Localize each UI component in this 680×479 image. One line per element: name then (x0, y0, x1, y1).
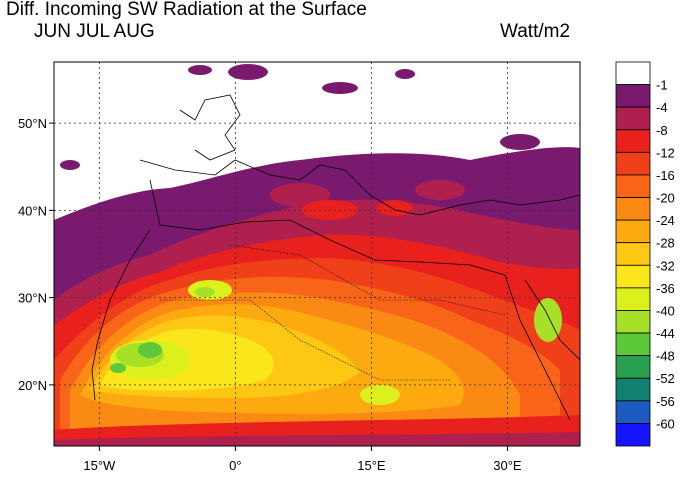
colorbar-label: -1 (656, 78, 668, 93)
colorbar-label: -44 (656, 326, 675, 341)
colorbar-box (615, 174, 651, 198)
colorbar-box (615, 84, 651, 108)
colorbar-label: -24 (656, 213, 675, 228)
colorbar-label: -48 (656, 349, 675, 364)
colorbar-box (615, 219, 651, 244)
lon-tick-label: 30°E (493, 458, 522, 473)
colorbar-label: -56 (656, 394, 675, 409)
colorbar-label: -36 (656, 281, 675, 296)
colorbar-label: -28 (656, 236, 675, 251)
colorbar-label: -8 (656, 123, 668, 138)
gridlines (54, 62, 580, 446)
lat-tick-label: 50°N (18, 116, 47, 131)
map-frame (53, 61, 581, 447)
colorbar-label: -52 (656, 371, 675, 386)
lon-tick-label: 15°W (83, 458, 116, 473)
lon-tick-label: 0° (229, 458, 241, 473)
season-label: JUN JUL AUG (34, 21, 155, 42)
map-title: Diff. Incoming SW Radiation at the Surfa… (6, 0, 367, 20)
colorbar-label: -40 (656, 303, 675, 318)
colorbar-box (615, 310, 651, 334)
colorbar-label: -60 (656, 416, 675, 431)
colorbar-box (615, 264, 651, 289)
longitude-labels: 15°W 0° 15°E 30°E (83, 446, 522, 473)
colorbar-box (615, 377, 651, 402)
colorbar-box (615, 151, 651, 176)
colorbar-box (615, 400, 651, 424)
colorbar-label: -4 (656, 100, 668, 115)
map-field (54, 62, 580, 446)
colorbar-box (615, 355, 651, 379)
colorbar-label: -20 (656, 191, 675, 206)
latitude-labels: 50°N 40°N 30°N 20°N (18, 116, 54, 393)
lat-tick-label: 30°N (18, 291, 47, 306)
colorbar-label: -12 (656, 145, 675, 160)
colorbar-box (615, 61, 651, 85)
colorbar-box (615, 197, 651, 221)
colorbar-box (615, 287, 651, 311)
colorbar-box (615, 242, 651, 266)
colorbar-label: -16 (656, 168, 675, 183)
lat-tick-label: 20°N (18, 378, 47, 393)
lon-tick-label: 15°E (357, 458, 386, 473)
colorbar-label: -32 (656, 258, 675, 273)
colorbar-box (615, 423, 651, 447)
colorbar-box (615, 332, 651, 357)
lat-tick-label: 40°N (18, 203, 47, 218)
colorbar-box (615, 106, 651, 131)
units-label: Watt/m2 (500, 21, 571, 42)
colorbar-box (615, 129, 651, 153)
